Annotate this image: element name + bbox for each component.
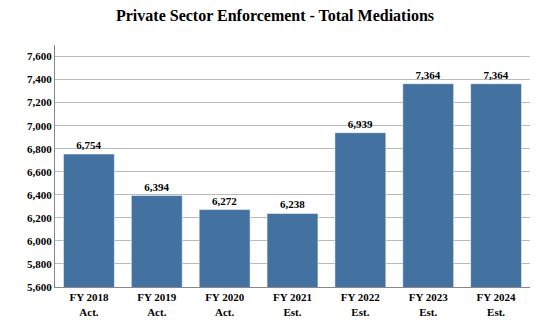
svg-text:5,600: 5,600 [27,281,52,293]
svg-text:FY 2018Act.: FY 2018Act. [69,291,109,317]
svg-text:6,200: 6,200 [27,212,52,224]
svg-text:7,400: 7,400 [27,73,52,85]
svg-text:7,364: 7,364 [483,69,508,81]
svg-text:7,600: 7,600 [27,50,52,62]
svg-text:7,000: 7,000 [27,120,52,132]
svg-text:6,000: 6,000 [27,235,52,247]
svg-text:FY 2020Act.: FY 2020Act. [205,291,245,317]
svg-text:6,400: 6,400 [27,189,52,201]
svg-text:7,200: 7,200 [27,96,52,108]
svg-text:6,238: 6,238 [280,198,305,210]
svg-text:FY 2024Est.: FY 2024Est. [477,291,517,317]
svg-text:6,754: 6,754 [76,139,101,151]
svg-text:Private Sector Enforcement - T: Private Sector Enforcement - Total Media… [116,7,434,24]
svg-text:FY 2023Est.: FY 2023Est. [409,291,449,317]
svg-text:6,394: 6,394 [144,181,169,193]
svg-text:FY 2019Act.: FY 2019Act. [137,291,177,317]
svg-text:6,600: 6,600 [27,166,52,178]
svg-text:6,939: 6,939 [348,118,373,130]
svg-text:FY 2021Est.: FY 2021Est. [273,291,312,317]
svg-text:7,364: 7,364 [416,69,441,81]
svg-text:5,800: 5,800 [27,258,52,270]
svg-text:FY 2022Est.: FY 2022Est. [341,291,381,317]
svg-text:6,272: 6,272 [212,195,237,207]
svg-text:6,800: 6,800 [27,143,52,155]
